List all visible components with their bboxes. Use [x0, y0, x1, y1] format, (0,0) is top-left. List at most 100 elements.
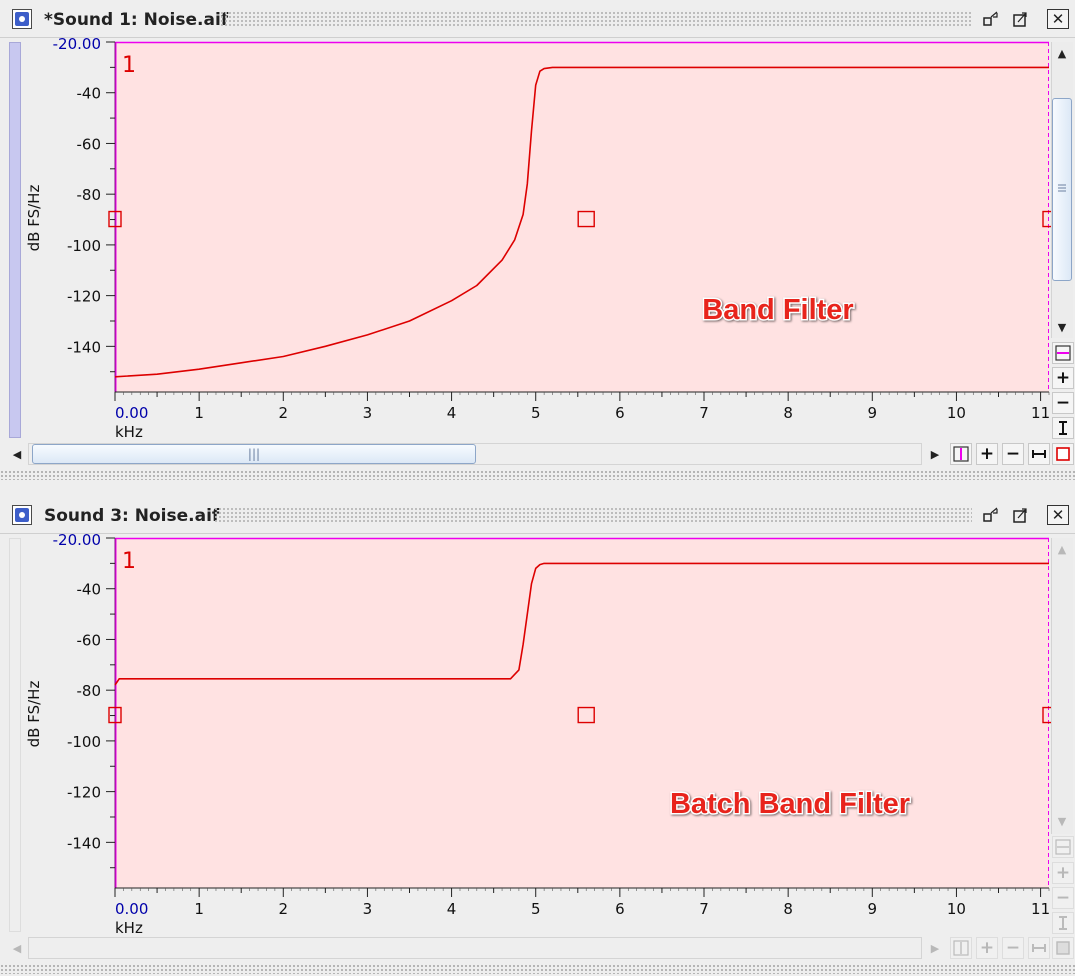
channel-ruler[interactable] [9, 42, 21, 438]
spectrum-window-2: Sound 3: Noise.aif ✕ -20.00 -40 -60 -80 -100… [0, 496, 1075, 976]
y-axis-label: dB FS/Hz [25, 681, 43, 748]
x-tick-label: 4 [447, 404, 457, 422]
y-axis-label: dB FS/Hz [25, 185, 43, 252]
x-tick-label: 10 [947, 900, 966, 918]
spectrum-curve [114, 66, 1049, 378]
scroll-left-icon[interactable]: ◀ [12, 941, 22, 955]
maximize-icon[interactable] [1010, 9, 1032, 29]
x-tick-label: 6 [615, 900, 625, 918]
zoom-out-vertical-button[interactable]: − [1052, 392, 1074, 414]
scroll-down-icon[interactable]: ▼ [1057, 320, 1067, 334]
zoom-vertical-range-button[interactable] [1052, 912, 1074, 934]
y-tick-label: -40 [77, 85, 102, 103]
selection-handle-right [1042, 706, 1051, 724]
fit-vertical-button[interactable] [1052, 836, 1074, 858]
x-tick-label: 2 [279, 404, 289, 422]
y-tick-label: -100 [67, 733, 101, 751]
zoom-vertical-range-button[interactable] [1052, 417, 1074, 439]
y-tick-label: -40 [77, 581, 102, 599]
zoom-in-horizontal-button[interactable]: + [976, 937, 998, 959]
zoom-in-vertical-button[interactable]: + [1052, 367, 1074, 389]
x-axis-label: kHz [115, 919, 143, 936]
maximize-icon[interactable] [1010, 505, 1032, 525]
window-resize-grip[interactable] [0, 470, 1075, 480]
spectrum-plot[interactable]: -20.00 -40 -60 -80 -100 -120 -140 dB FS/Hz 0.00 1… [0, 0, 1051, 440]
selection-handle-left [108, 210, 122, 228]
y-tick-label: -60 [77, 135, 102, 153]
window-title: Sound 3: Noise.aif [44, 506, 220, 526]
x-tick-label: 10 [947, 404, 966, 422]
x-tick-label: 4 [447, 900, 457, 918]
selection-color-button[interactable] [1052, 937, 1074, 959]
close-icon[interactable]: ✕ [1047, 9, 1069, 29]
window-titlebar[interactable]: Sound 3: Noise.aif ✕ [0, 496, 1075, 534]
channel-label: 1 [122, 549, 136, 574]
y-tick-label: -120 [67, 784, 101, 802]
x-tick-label: 0.00 [115, 404, 148, 422]
annotation-text: Batch Band Filter [670, 788, 910, 820]
selection-color-button[interactable] [1052, 443, 1074, 465]
fit-horizontal-button[interactable] [950, 443, 972, 465]
scroll-up-icon[interactable]: ▲ [1057, 46, 1067, 60]
zoom-in-vertical-button[interactable]: + [1052, 862, 1074, 884]
window-titlebar[interactable]: *Sound 1: Noise.aif ✕ [0, 0, 1075, 38]
minimize-icon[interactable] [980, 505, 1002, 525]
window-title: *Sound 1: Noise.aif [44, 10, 229, 30]
x-tick-label: 0.00 [115, 900, 148, 918]
y-tick-label: -120 [67, 288, 101, 306]
y-tick-label: -20.00 [53, 35, 101, 53]
titlebar-grip [220, 11, 972, 27]
vertical-scroll-thumb[interactable] [1052, 98, 1072, 281]
x-tick-label: 5 [531, 404, 541, 422]
y-tick-label: -60 [77, 631, 102, 649]
zoom-out-horizontal-button[interactable]: − [1002, 937, 1024, 959]
x-tick-label: 2 [279, 900, 289, 918]
x-tick-label: 3 [363, 900, 373, 918]
horizontal-scroll-track[interactable] [28, 937, 922, 959]
spectrum-window-1: *Sound 1: Noise.aif ✕ -20.00 -40 -60 -80 -10… [0, 0, 1075, 480]
x-tick-label: 3 [363, 404, 373, 422]
close-icon[interactable]: ✕ [1047, 505, 1069, 525]
x-tick-label: 7 [699, 404, 709, 422]
fit-vertical-button[interactable] [1052, 342, 1074, 364]
x-tick-label: 6 [615, 404, 625, 422]
x-tick-label: 5 [531, 900, 541, 918]
minimize-icon[interactable] [980, 9, 1002, 29]
scroll-right-icon[interactable]: ▶ [930, 941, 940, 955]
spectrum-plot[interactable]: -20.00 -40 -60 -80 -100 -120 -140 dB FS/Hz 0.00 1… [0, 496, 1051, 936]
window-icon [12, 505, 32, 525]
y-tick-label: -80 [77, 682, 102, 700]
y-tick-label: -100 [67, 237, 101, 255]
window-resize-grip[interactable] [0, 964, 1075, 974]
zoom-out-horizontal-button[interactable]: − [1002, 443, 1024, 465]
x-tick-label: 1 [194, 900, 204, 918]
fit-horizontal-button[interactable] [950, 937, 972, 959]
scroll-left-icon[interactable]: ◀ [12, 447, 22, 461]
titlebar-grip [214, 507, 972, 523]
vertical-scroll-track[interactable] [1051, 538, 1073, 834]
y-tick-label: -140 [67, 338, 101, 356]
selection-handle-center [577, 210, 595, 228]
y-tick-label: -80 [77, 186, 102, 204]
x-tick-label: 8 [783, 900, 793, 918]
x-axis-label: kHz [115, 423, 143, 440]
x-tick-label: 11 [1031, 404, 1050, 422]
scroll-up-icon[interactable]: ▲ [1057, 542, 1067, 556]
window-icon [12, 9, 32, 29]
x-tick-label: 1 [194, 404, 204, 422]
zoom-in-horizontal-button[interactable]: + [976, 443, 998, 465]
plot-area [115, 538, 1049, 888]
scroll-right-icon[interactable]: ▶ [930, 447, 940, 461]
zoom-horizontal-range-button[interactable] [1028, 443, 1050, 465]
scroll-down-icon[interactable]: ▼ [1057, 814, 1067, 828]
channel-ruler[interactable] [9, 538, 21, 932]
channel-label: 1 [122, 53, 136, 78]
horizontal-scroll-thumb[interactable]: ||| [32, 444, 476, 464]
annotation-text: Band Filter [702, 294, 853, 326]
zoom-horizontal-range-button[interactable] [1028, 937, 1050, 959]
selection-handle-left [108, 706, 122, 724]
zoom-out-vertical-button[interactable]: − [1052, 887, 1074, 909]
x-tick-label: 9 [868, 900, 878, 918]
x-tick-label: 9 [868, 404, 878, 422]
x-tick-label: 11 [1031, 900, 1050, 918]
